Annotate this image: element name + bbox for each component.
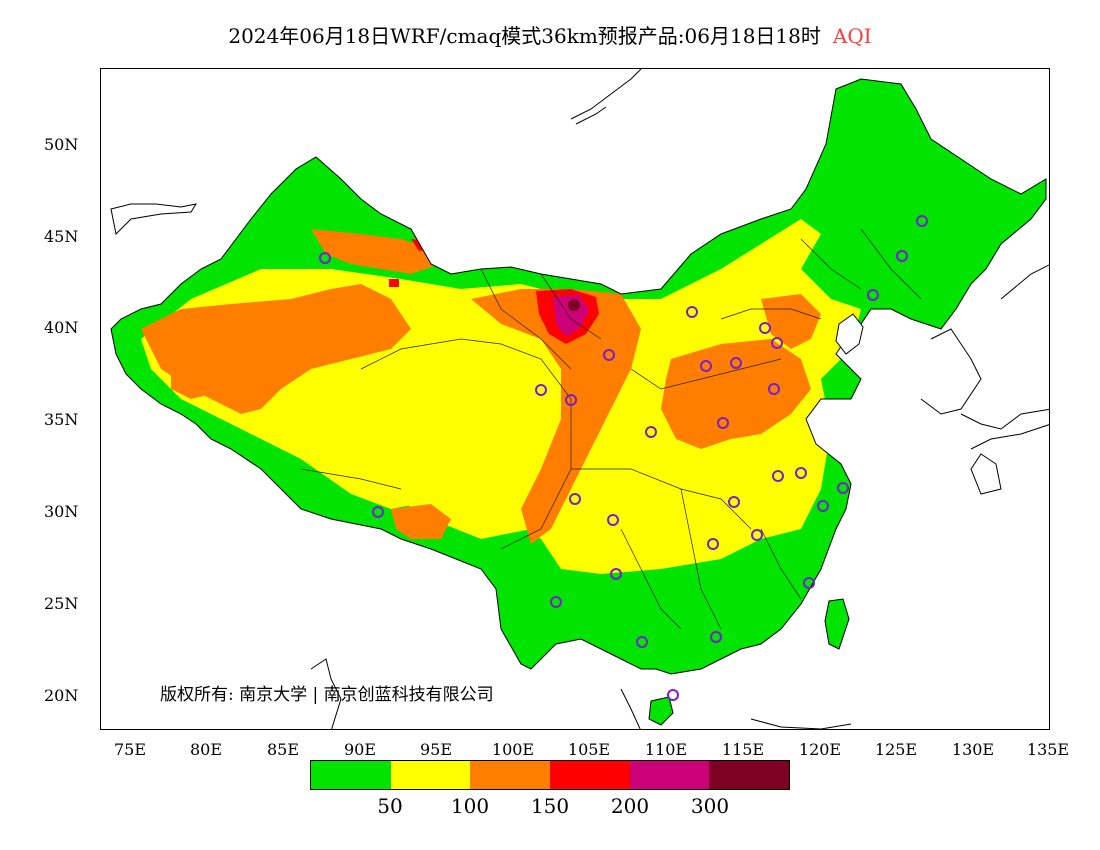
station-marker	[550, 596, 562, 608]
legend-tick-100: 100	[450, 794, 490, 818]
station-marker	[707, 538, 719, 550]
legend-swatch-good	[311, 761, 391, 789]
station-marker	[700, 360, 712, 372]
lat-label-45n: 45N	[44, 227, 79, 246]
station-marker	[667, 689, 679, 701]
station-marker	[916, 215, 928, 227]
lon-label-105e: 105E	[567, 740, 611, 759]
lon-label-85e: 85E	[266, 740, 300, 759]
lat-label-20n: 20N	[44, 686, 79, 705]
lon-label-125e: 125E	[874, 740, 918, 759]
station-marker	[837, 482, 849, 494]
legend-tick-300: 300	[690, 794, 730, 818]
monitoring-stations	[319, 215, 928, 701]
lat-label-50n: 50N	[44, 135, 79, 154]
station-marker	[565, 394, 577, 406]
lon-label-120e: 120E	[798, 740, 842, 759]
station-marker	[603, 349, 615, 361]
station-marker	[768, 383, 780, 395]
map-title: 2024年06月18日WRF/cmaq模式36km预报产品:06月18日18时 A…	[0, 20, 1100, 49]
station-marker	[607, 514, 619, 526]
station-marker	[319, 252, 331, 264]
lon-label-115e: 115E	[721, 740, 765, 759]
aqi-legend	[310, 760, 790, 790]
legend-swatch-very-unhealthy	[629, 761, 710, 789]
station-marker	[795, 467, 807, 479]
station-marker	[772, 470, 784, 482]
station-marker	[759, 322, 771, 334]
lat-label-30n: 30N	[44, 502, 79, 521]
legend-tick-200: 200	[610, 794, 650, 818]
province-boundaries	[300, 228, 922, 630]
lon-label-135e: 135E	[1026, 740, 1070, 759]
station-marker	[803, 577, 815, 589]
neighbor-coastlines	[110, 69, 1049, 729]
lon-label-100e: 100E	[491, 740, 535, 759]
lon-label-80e: 80E	[189, 740, 223, 759]
station-marker	[710, 631, 722, 643]
station-marker	[569, 493, 581, 505]
lat-label-40n: 40N	[44, 318, 79, 337]
aqi-map	[100, 68, 1050, 730]
lon-label-110e: 110E	[644, 740, 688, 759]
product-label: AQI	[832, 24, 872, 48]
station-marker	[636, 636, 648, 648]
title-text: 2024年06月18日WRF/cmaq模式36km预报产品:06月18日18时	[228, 24, 821, 48]
copyright-notice: 版权所有: 南京大学 | 南京创蓝科技有限公司	[160, 685, 494, 705]
lat-label-35n: 35N	[44, 410, 79, 429]
taiwan-island	[824, 598, 850, 650]
lon-label-95e: 95E	[419, 740, 453, 759]
legend-tick-50: 50	[377, 794, 403, 818]
hainan-island	[648, 696, 674, 726]
lon-label-130e: 130E	[951, 740, 995, 759]
legend-tick-150: 150	[530, 794, 570, 818]
station-marker	[372, 506, 384, 518]
legend-swatch-sensitive	[470, 761, 551, 789]
station-marker	[610, 568, 622, 580]
legend-swatch-unhealthy	[550, 761, 630, 789]
station-marker	[645, 426, 657, 438]
legend-swatch-moderate	[390, 761, 471, 789]
station-marker	[751, 529, 763, 541]
station-marker	[535, 384, 547, 396]
lat-label-25n: 25N	[44, 594, 79, 613]
station-marker	[771, 337, 783, 349]
station-marker	[728, 496, 740, 508]
station-marker	[717, 417, 729, 429]
station-marker	[730, 357, 742, 369]
lon-label-75e: 75E	[113, 740, 147, 759]
station-marker	[867, 289, 879, 301]
map-canvas	[110, 69, 1049, 729]
legend-swatch-hazardous	[709, 761, 790, 789]
station-marker	[686, 306, 698, 318]
station-marker	[817, 500, 829, 512]
lon-label-90e: 90E	[343, 740, 377, 759]
station-marker	[896, 250, 908, 262]
